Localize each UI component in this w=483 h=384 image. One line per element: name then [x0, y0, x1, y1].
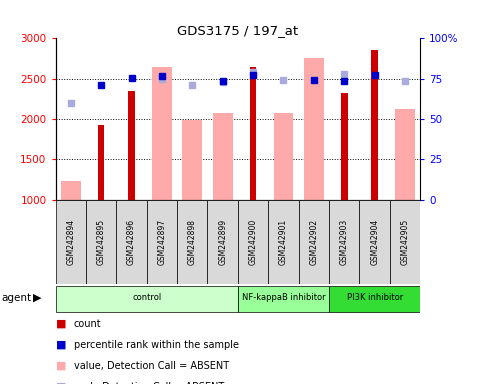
Text: control: control — [132, 293, 161, 303]
Text: percentile rank within the sample: percentile rank within the sample — [74, 340, 239, 350]
Bar — [183, 120, 202, 200]
Bar — [273, 113, 293, 200]
Bar — [98, 125, 104, 200]
Text: ■: ■ — [56, 340, 66, 350]
Text: count: count — [74, 319, 101, 329]
Text: GSM242898: GSM242898 — [188, 219, 197, 265]
Bar — [329, 286, 420, 311]
Text: GSM242904: GSM242904 — [370, 219, 379, 265]
Text: agent: agent — [1, 293, 31, 303]
Text: GSM242896: GSM242896 — [127, 219, 136, 265]
Text: GSM242899: GSM242899 — [218, 219, 227, 265]
Bar — [250, 68, 256, 200]
Bar — [238, 286, 329, 311]
Text: ■: ■ — [56, 361, 66, 371]
Bar — [304, 58, 324, 200]
Text: GSM242905: GSM242905 — [400, 219, 410, 265]
Text: GSM242895: GSM242895 — [97, 219, 106, 265]
Bar — [213, 113, 232, 200]
Bar — [128, 91, 135, 200]
Bar — [147, 200, 177, 284]
Text: GSM242900: GSM242900 — [249, 219, 257, 265]
Bar — [177, 200, 208, 284]
Text: GSM242894: GSM242894 — [66, 219, 75, 265]
Text: value, Detection Call = ABSENT: value, Detection Call = ABSENT — [74, 361, 229, 371]
Bar — [116, 200, 147, 284]
Bar — [208, 200, 238, 284]
Text: ■: ■ — [56, 319, 66, 329]
Text: GSM242903: GSM242903 — [340, 219, 349, 265]
Bar — [56, 200, 86, 284]
Text: PI3K inhibitor: PI3K inhibitor — [346, 293, 403, 303]
Title: GDS3175 / 197_at: GDS3175 / 197_at — [177, 24, 298, 37]
Bar — [268, 200, 298, 284]
Bar — [152, 68, 172, 200]
Bar — [341, 93, 348, 200]
Bar — [56, 286, 238, 311]
Bar — [395, 109, 415, 200]
Text: GSM242897: GSM242897 — [157, 219, 167, 265]
Text: ■: ■ — [56, 382, 66, 384]
Text: GSM242901: GSM242901 — [279, 219, 288, 265]
Bar — [238, 200, 268, 284]
Bar — [329, 200, 359, 284]
Bar — [298, 200, 329, 284]
Bar — [390, 200, 420, 284]
Text: GSM242902: GSM242902 — [309, 219, 318, 265]
Bar — [359, 200, 390, 284]
Text: ▶: ▶ — [33, 293, 42, 303]
Bar — [371, 50, 378, 200]
Text: rank, Detection Call = ABSENT: rank, Detection Call = ABSENT — [74, 382, 224, 384]
Bar — [61, 181, 81, 200]
Text: NF-kappaB inhibitor: NF-kappaB inhibitor — [242, 293, 325, 303]
Bar — [86, 200, 116, 284]
